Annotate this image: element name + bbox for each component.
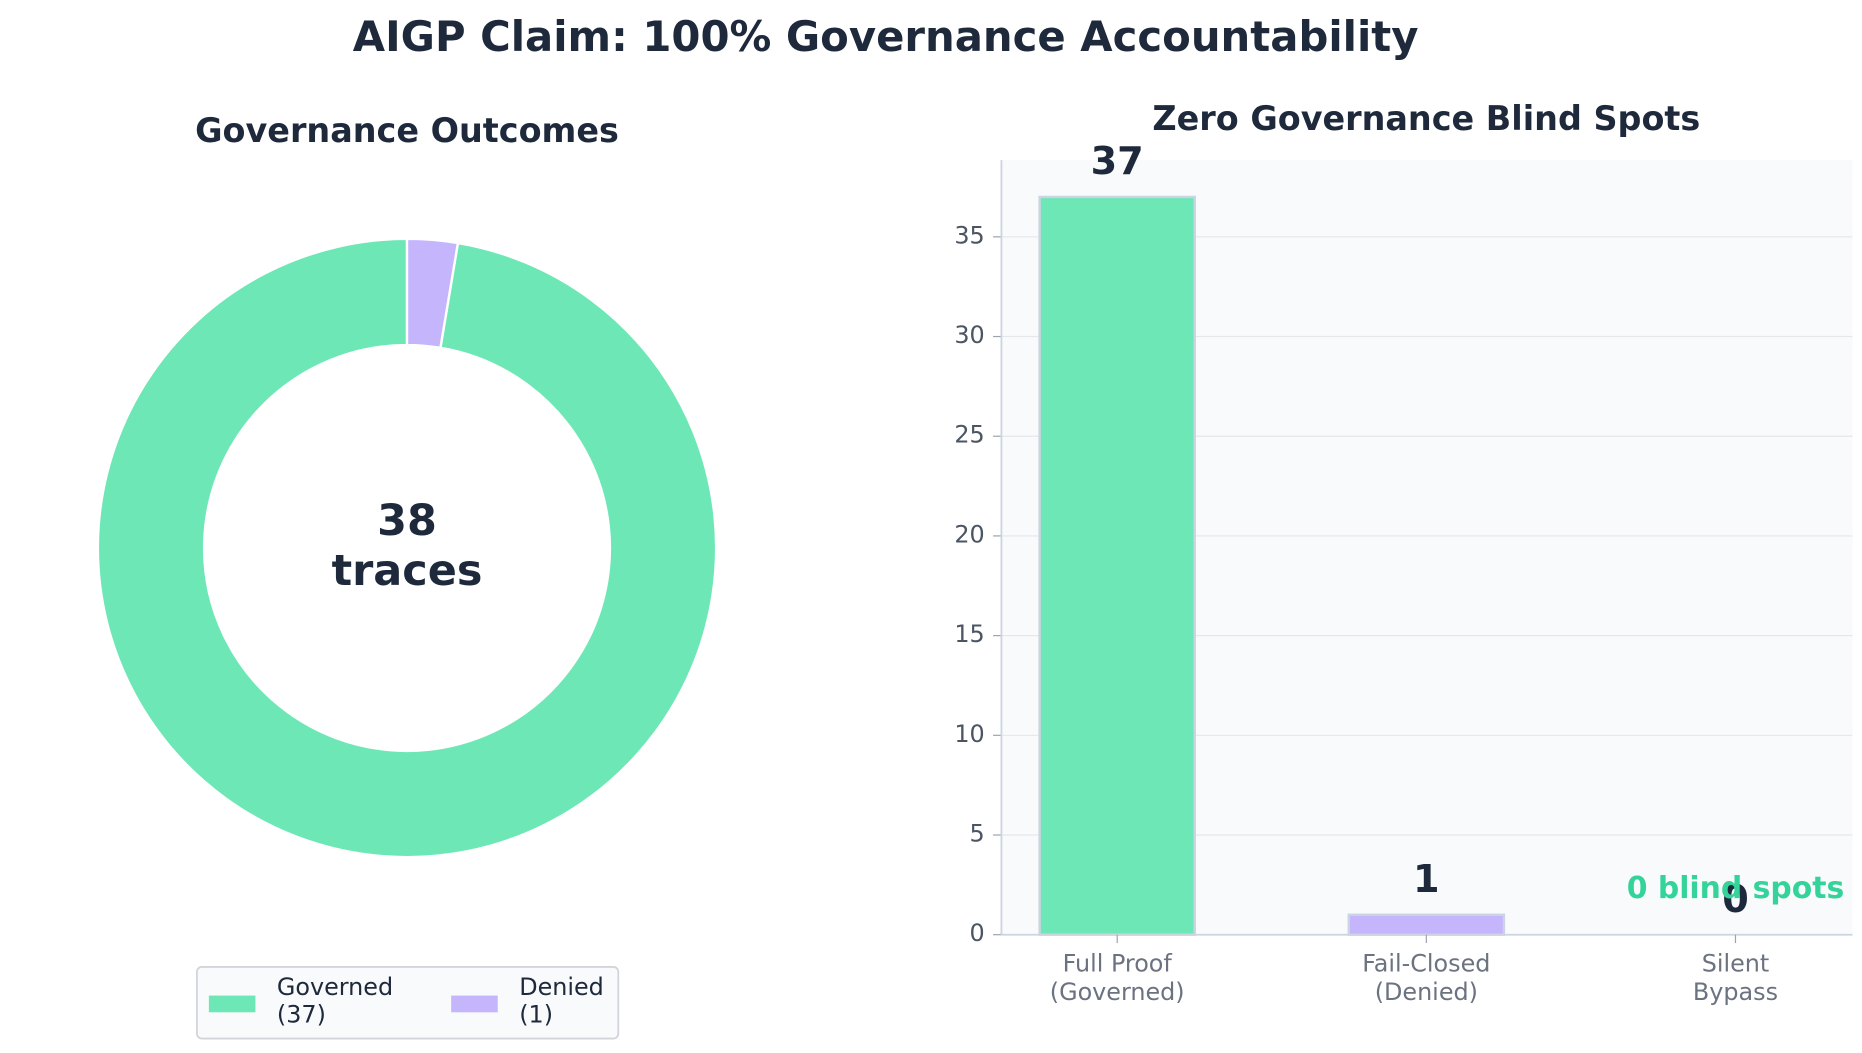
legend-box (196, 966, 620, 1040)
x-tick-label: Full Proof (Governed) (1050, 949, 1185, 1006)
annotation: 0 blind spots (1627, 871, 1845, 906)
y-tick-label: 20 (954, 520, 984, 548)
y-tick-label: 30 (954, 321, 984, 349)
donut-slice (96, 237, 718, 859)
x-tick-label: Fail-Closed (Denied) (1362, 949, 1490, 1006)
value-label: 37 (1091, 140, 1144, 184)
value-label: 1 (1413, 858, 1440, 902)
y-tick-label: 5 (970, 820, 985, 848)
y-tick-label: 25 (954, 421, 984, 449)
chart-title: Governance Outcomes (195, 111, 619, 150)
x-tick-label: Silent Bypass (1693, 949, 1778, 1006)
center-label: 38 traces (332, 495, 483, 595)
legend-swatch (208, 995, 256, 1013)
y-tick-label: 15 (954, 620, 984, 648)
figure-title: AIGP Claim: 100% Governance Accountabili… (353, 12, 1419, 61)
bar (1347, 913, 1506, 936)
legend-swatch (451, 995, 498, 1013)
y-tick-label: 10 (954, 720, 984, 748)
legend-label: Denied (1) (519, 972, 604, 1027)
donut-slice (405, 237, 460, 350)
bar (1038, 195, 1196, 936)
legend-label: Governed (37) (277, 972, 393, 1027)
chart-title: Zero Governance Blind Spots (1152, 99, 1700, 138)
value-label: 0 (1722, 878, 1749, 922)
y-tick-label: 35 (954, 221, 984, 249)
y-tick-label: 0 (970, 919, 985, 947)
